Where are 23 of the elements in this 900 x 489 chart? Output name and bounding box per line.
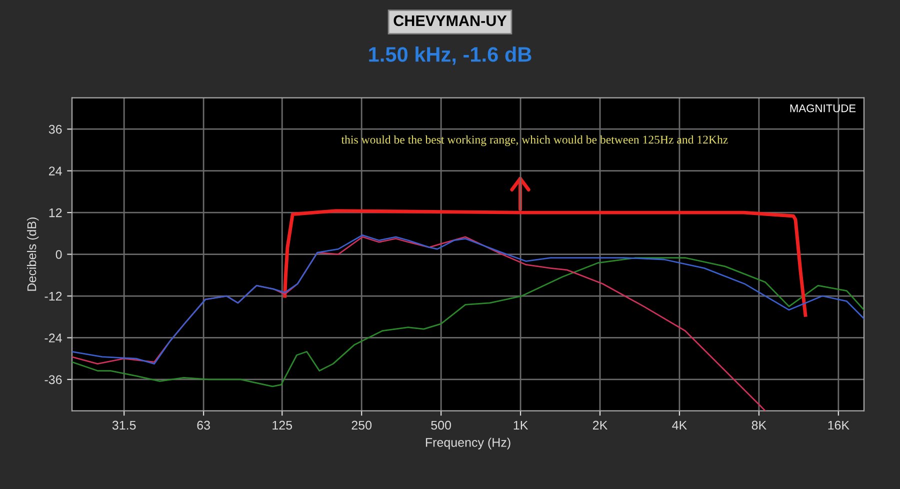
x-tick-label: 500: [431, 420, 451, 430]
y-tick-label: -24: [44, 334, 62, 342]
x-tick-label: 250: [352, 420, 372, 430]
x-tick-label: 31.5: [112, 420, 136, 430]
chart-title: CHEVYMAN-UY: [394, 15, 507, 26]
x-axis-title: Frequency (Hz): [426, 438, 510, 450]
chart-subtitle: 1.50 kHz, -1.6 dB: [369, 46, 532, 65]
x-tick-label: 2K: [592, 420, 608, 430]
x-tick-label: 4K: [672, 420, 687, 430]
y-tick-label: 36: [48, 124, 62, 134]
x-tick-label: 8K: [752, 420, 766, 430]
y-axis-title: Decibels (dB): [27, 218, 39, 291]
x-tick-label: 1K: [514, 420, 528, 430]
x-tick-label: 16K: [828, 420, 850, 430]
y-tick-label: -12: [44, 292, 62, 301]
y-tick-label: 0: [56, 250, 62, 259]
x-tick-label: 63: [197, 420, 210, 430]
x-tick-label: 125: [272, 420, 292, 430]
y-tick-label: -36: [44, 375, 62, 384]
y-tick-label: 12: [49, 208, 62, 218]
annotation: MAGNITUDE: [790, 104, 856, 112]
annotation: this would be the best working range, which would be between 125Hz and 12Khz: [341, 135, 728, 146]
y-tick-label: 24: [49, 166, 62, 176]
